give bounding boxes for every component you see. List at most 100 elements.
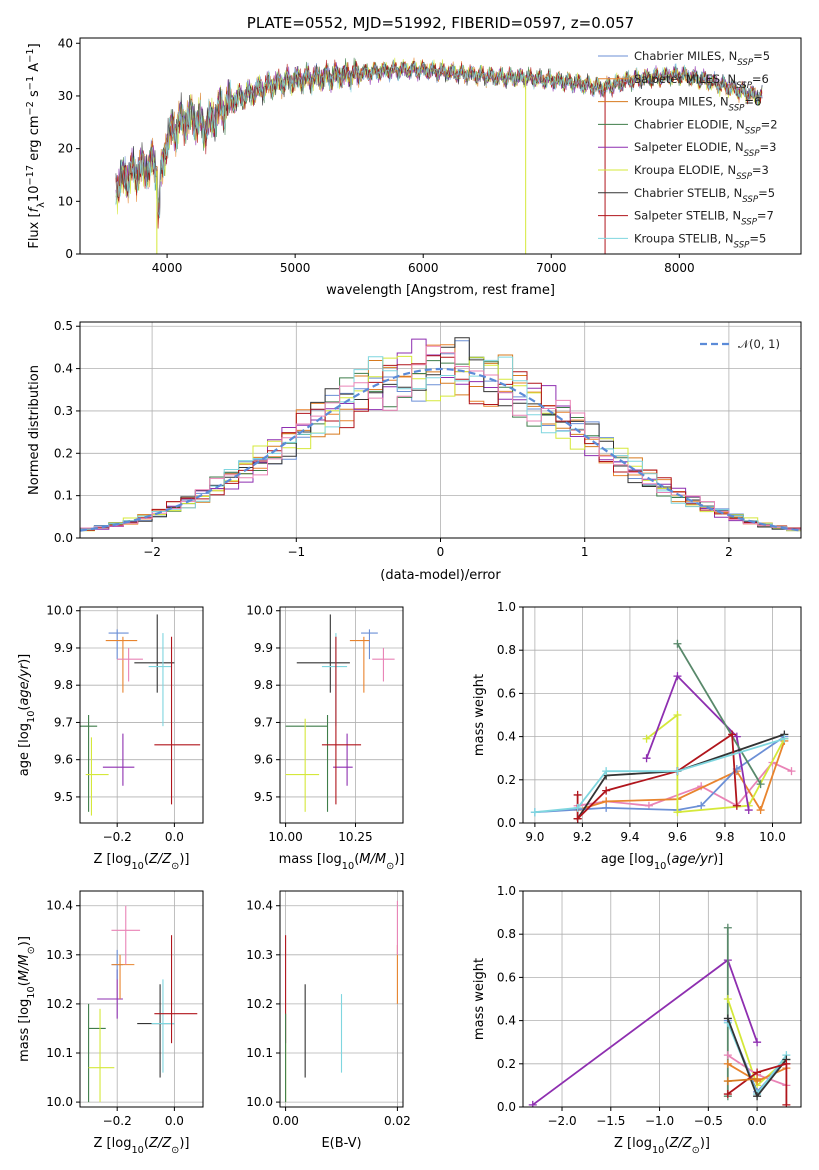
tick-label-y: 40: [58, 36, 73, 50]
errorbar-point: [321, 636, 362, 805]
errorbar-point: [321, 633, 348, 727]
errorbar-point: [361, 629, 378, 660]
weight-marker: [732, 801, 741, 810]
tick-label-x: −1.5: [596, 1114, 625, 1128]
legend-label: Chabrier STELIB, NSSP=5: [634, 186, 775, 205]
legend-label: Kroupa ELODIE, NSSP=3: [634, 163, 769, 182]
weight-series-line: [727, 1078, 758, 1082]
errorbar-point: [151, 979, 175, 1073]
y-axis-label: mass weight: [472, 674, 487, 756]
y-axis-label: age [log10(age/yr)]: [17, 654, 37, 777]
tick-label-y: 0.4: [54, 362, 73, 376]
errorbar-point: [117, 647, 143, 682]
mass_vs_z-frame: [79, 890, 204, 1108]
tick-label-x: −2: [143, 545, 161, 559]
y-axis-label: mass [log10(M/M⊙)]: [17, 936, 37, 1062]
legend-label: Chabrier ELODIE, NSSP=2: [634, 117, 778, 136]
tick-label-x: 7000: [536, 261, 567, 275]
weight-marker: [782, 1100, 791, 1107]
errorbar-point: [285, 715, 329, 812]
tick-label-y: 10.4: [46, 899, 73, 913]
tick-label-x: 0.02: [384, 1114, 411, 1128]
weight-marker: [723, 923, 732, 932]
weight-marker: [530, 808, 539, 817]
x-axis-label: Z [log10(Z/Z⊙)]: [94, 1136, 190, 1156]
tick-label-x: 4000: [152, 261, 183, 275]
histogram-series-line: [80, 345, 801, 532]
weight-series-line: [646, 713, 786, 814]
weight-marker: [753, 1038, 762, 1047]
y-axis-label: Normed distribution: [27, 365, 42, 495]
weight-marker: [723, 1059, 732, 1068]
weight-marker: [673, 672, 682, 681]
weight-marker: [787, 767, 796, 776]
tick-label-y: 0.8: [497, 927, 516, 941]
errorbar-point: [372, 647, 395, 682]
tick-label-x: 0.0: [165, 1114, 184, 1128]
tick-label-y: 20: [58, 142, 73, 156]
errorbar-point: [134, 614, 175, 693]
tick-label-y: 0.0: [54, 531, 73, 545]
weight-series-line: [676, 643, 762, 785]
weight-marker: [723, 995, 732, 1003]
weight-marker: [673, 808, 682, 817]
legend-label: Kroupa STELIB, NSSP=5: [634, 231, 766, 250]
weight-series-line: [577, 740, 786, 813]
weight_vs_age-frame: [522, 606, 802, 824]
weight-marker: [753, 1092, 762, 1101]
tick-label-y: 0.3: [54, 404, 73, 418]
tick-label-y: 10.1: [246, 1046, 273, 1060]
tick-label-x: 9.6: [668, 830, 687, 844]
y-axis-label: mass weight: [472, 958, 487, 1040]
y-axis-label: Flux [fλ10−17 erg cm−2 s−1 A−1]: [25, 43, 47, 248]
x-axis-label: (data-model)/error: [380, 568, 501, 583]
weight-marker: [673, 767, 682, 776]
weight-series-line: [645, 674, 750, 811]
weight-marker: [602, 803, 611, 812]
tick-label-x: 1: [581, 545, 589, 559]
tick-label-y: 0.8: [497, 643, 516, 657]
tick-label-x: −0.2: [103, 830, 132, 844]
errorbar-point: [88, 1008, 115, 1103]
x-axis-label: mass [log10(M/M⊙)]: [279, 852, 405, 872]
tick-label-y: 10.2: [246, 997, 273, 1011]
errorbar-point: [80, 715, 98, 812]
tick-label-y: 9.9: [254, 641, 273, 655]
tick-label-x: 9.4: [620, 830, 639, 844]
weight-marker: [732, 732, 741, 741]
tick-label-y: 0.4: [497, 1014, 516, 1028]
spectrum-series-line: [115, 60, 763, 218]
weight-marker: [642, 734, 651, 743]
spectrum-axes: 4000 5000 6000 7000 8000 0 10 20 30 40: [58, 36, 695, 275]
weight-marker: [673, 711, 682, 719]
tick-label-x: −0.2: [103, 1114, 132, 1128]
tick-label-y: 0: [65, 247, 73, 261]
tick-label-x: 0.00: [272, 1114, 299, 1128]
errorbar-point: [349, 636, 370, 693]
weight_vs_z-series: [528, 923, 791, 1107]
tick-label-x: 8000: [664, 261, 695, 275]
histogram-steps: [80, 337, 801, 533]
chart-title: PLATE=0552, MJD=51992, FIBERID=0597, z=0…: [247, 14, 634, 32]
residuals-frame: [79, 321, 802, 539]
histogram-series-line: [80, 356, 801, 533]
weight-marker: [756, 806, 765, 815]
x-axis-label: age [log10(age/yr)]: [601, 852, 724, 872]
errorbar-point: [97, 969, 123, 1019]
age_vs_z-frame: [79, 606, 204, 824]
tick-label-x: 5000: [280, 261, 311, 275]
tick-label-x: 10.0: [759, 830, 786, 844]
weight-marker: [573, 803, 582, 812]
legend-label: Kroupa MILES, NSSP=6: [634, 95, 761, 114]
tick-label-x: −1: [287, 545, 305, 559]
age_vs_z-axes: −0.2 0.0 9.5 9.6 9.7 9.8 9.9 10.0: [46, 604, 203, 844]
tick-label-y: 9.8: [254, 678, 273, 692]
errorbar-point: [105, 636, 138, 693]
weight-marker: [573, 790, 582, 799]
tick-label-x: 6000: [408, 261, 439, 275]
tick-label-y: 0.6: [497, 970, 516, 984]
weight-marker: [602, 767, 611, 776]
tick-label-x: 0: [437, 545, 445, 559]
tick-label-y: 9.7: [254, 715, 273, 729]
weight-marker: [673, 639, 682, 648]
